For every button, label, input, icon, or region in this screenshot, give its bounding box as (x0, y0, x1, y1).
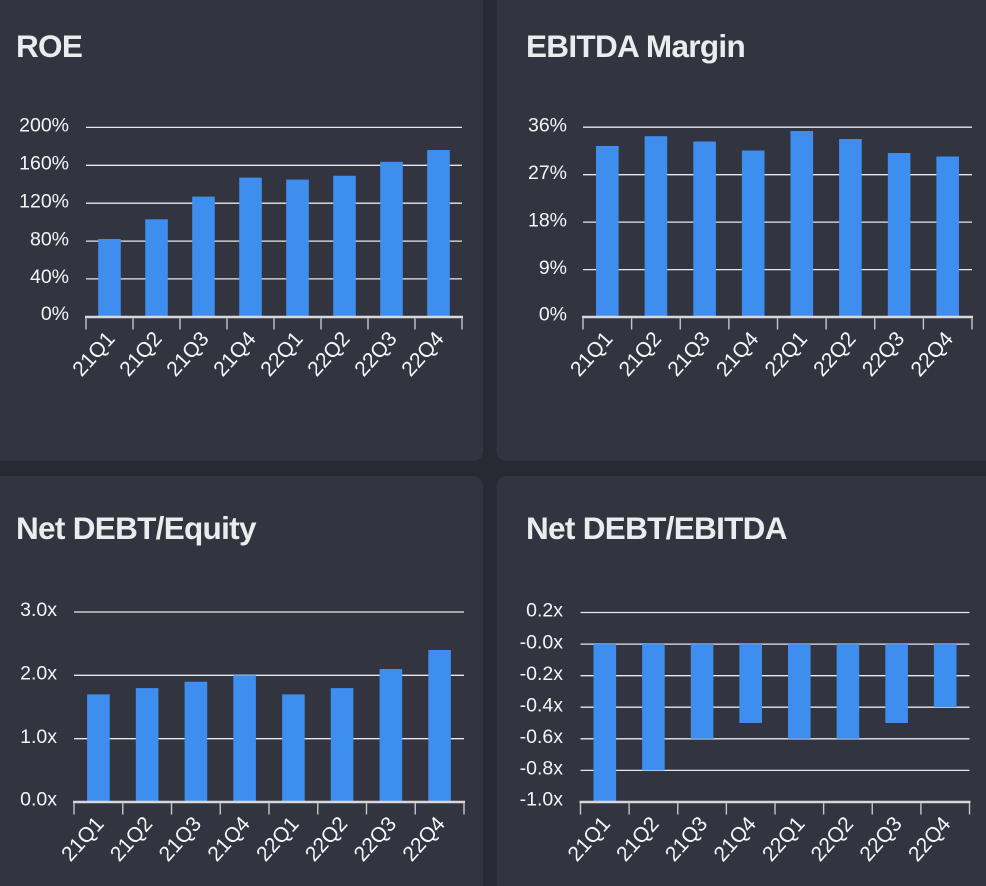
svg-text:-0.4x: -0.4x (520, 694, 564, 716)
svg-text:ROE: ROE (16, 28, 82, 64)
svg-text:Net DEBT/EBITDA: Net DEBT/EBITDA (526, 510, 787, 546)
svg-text:40%: 40% (30, 266, 69, 288)
svg-text:27%: 27% (528, 162, 567, 184)
svg-text:EBITDA Margin: EBITDA Margin (526, 28, 745, 64)
svg-text:-0.8x: -0.8x (520, 758, 564, 780)
svg-text:-0.2x: -0.2x (520, 663, 564, 685)
svg-text:9%: 9% (539, 257, 567, 279)
svg-text:2.0x: 2.0x (20, 663, 57, 685)
svg-text:-0.6x: -0.6x (520, 726, 564, 748)
svg-text:1.0x: 1.0x (20, 726, 57, 748)
svg-text:18%: 18% (528, 209, 567, 231)
svg-text:-1.0x: -1.0x (520, 788, 564, 810)
svg-text:36%: 36% (528, 114, 567, 136)
svg-text:0%: 0% (539, 303, 567, 325)
svg-text:80%: 80% (30, 228, 69, 250)
svg-text:0%: 0% (41, 303, 69, 325)
svg-text:0.0x: 0.0x (20, 788, 57, 810)
svg-text:Net DEBT/Equity: Net DEBT/Equity (16, 510, 257, 546)
svg-text:3.0x: 3.0x (20, 599, 57, 621)
svg-text:-0.0x: -0.0x (520, 631, 564, 653)
svg-text:160%: 160% (19, 153, 69, 175)
svg-text:120%: 120% (19, 190, 69, 212)
svg-text:200%: 200% (19, 115, 69, 137)
svg-text:0.2x: 0.2x (526, 600, 563, 622)
